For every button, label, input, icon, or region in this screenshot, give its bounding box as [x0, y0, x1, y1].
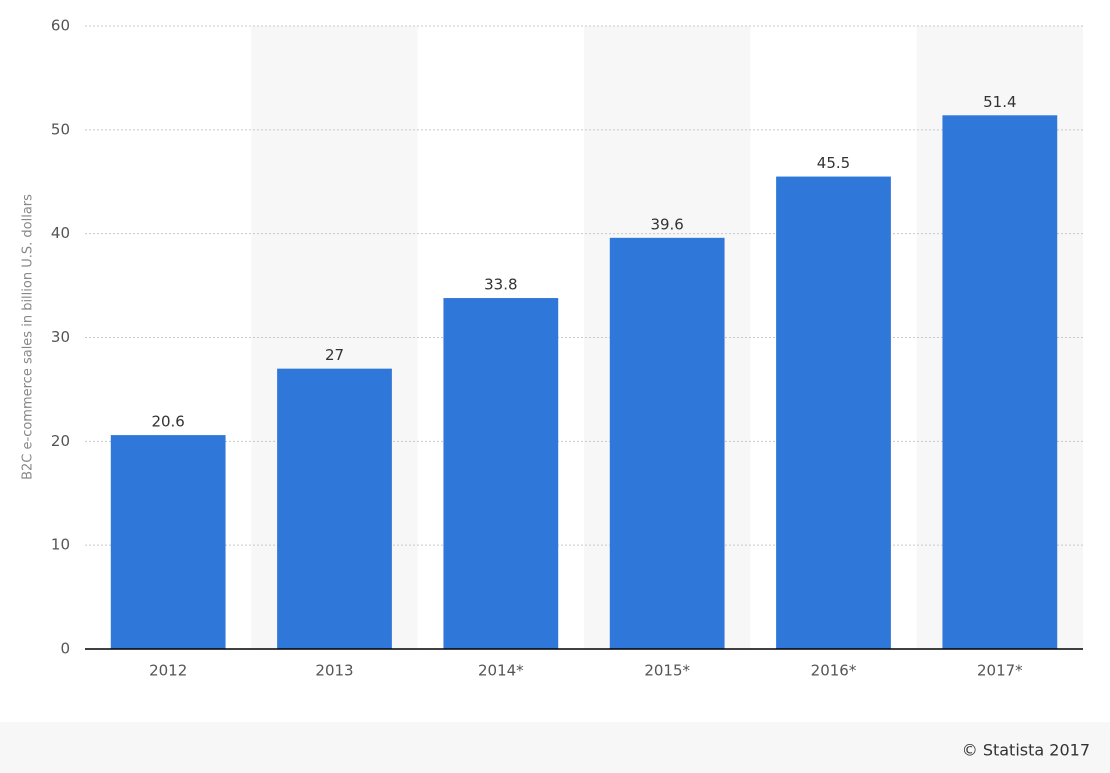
- y-tick-label: 40: [51, 224, 70, 242]
- bar: [110, 435, 226, 649]
- bar: [776, 176, 891, 649]
- bar: [277, 368, 392, 649]
- x-tick-label: 2015*: [644, 662, 690, 680]
- bar: [443, 298, 559, 649]
- x-tick-label: 2017*: [977, 662, 1023, 680]
- y-tick-label: 60: [51, 17, 70, 35]
- value-label: 39.6: [650, 215, 683, 233]
- y-tick-label: 50: [51, 120, 70, 138]
- value-label: 27: [325, 346, 344, 364]
- value-label: 20.6: [151, 413, 184, 431]
- bar: [609, 237, 725, 649]
- value-label: 51.4: [983, 93, 1016, 111]
- x-tick-label: 2014*: [478, 662, 524, 680]
- x-tick-label: 2012: [149, 662, 187, 680]
- y-tick-label: 30: [51, 328, 70, 346]
- x-tick-label: 2013: [315, 662, 353, 680]
- y-axis-label: B2C e-commerce sales in billion U.S. dol…: [21, 194, 36, 480]
- y-tick-label: 0: [60, 640, 70, 658]
- footer-strip: [0, 722, 1110, 773]
- value-label: 45.5: [817, 154, 850, 172]
- y-tick-label: 20: [51, 432, 70, 450]
- value-label: 33.8: [484, 276, 517, 294]
- x-tick-label: 2016*: [811, 662, 857, 680]
- y-tick-label: 10: [51, 536, 70, 554]
- bar: [942, 115, 1058, 649]
- credit: © Statista 2017: [962, 741, 1090, 760]
